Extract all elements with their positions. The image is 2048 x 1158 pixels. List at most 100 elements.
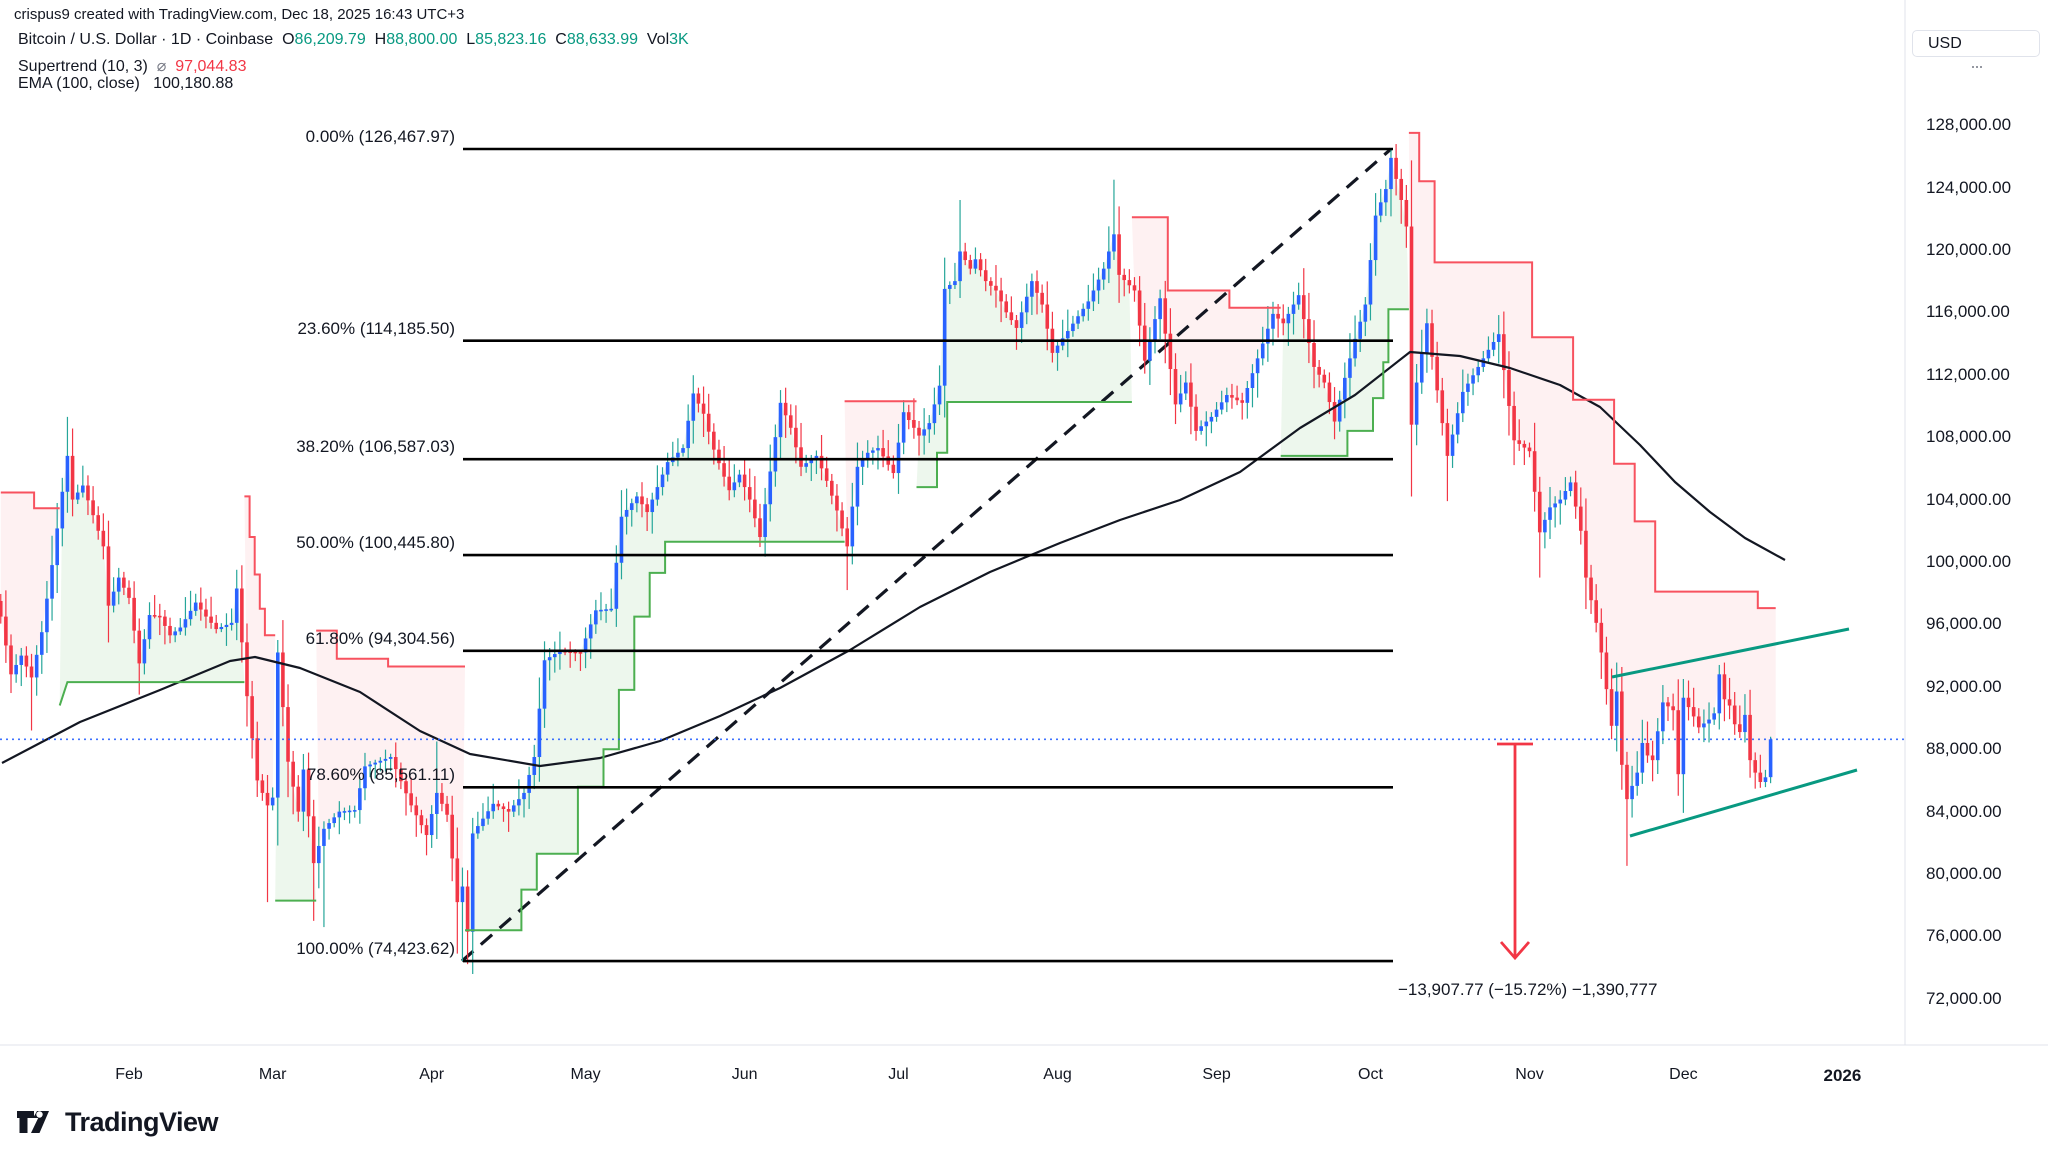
- candle-body: [275, 652, 280, 798]
- ema-value: 100,180.88: [153, 75, 234, 92]
- price-tick-0[interactable]: 128,000.00: [1926, 115, 2012, 135]
- candle-body: [1137, 290, 1142, 326]
- supertrend-red-line[interactable]: [1408, 131, 1776, 610]
- supertrend-green-fill: [275, 652, 317, 901]
- tradingview-logo[interactable]: TradingView: [16, 1106, 219, 1138]
- time-tick-aug[interactable]: Aug: [1043, 1066, 1072, 1083]
- candle-body: [491, 803, 496, 812]
- price-tick-4[interactable]: 112,000.00: [1926, 364, 2010, 384]
- candle-body: [1317, 366, 1321, 375]
- candle-body: [573, 651, 578, 654]
- supertrend-red-line[interactable]: [0, 491, 60, 510]
- supertrend-green-line[interactable]: [1280, 308, 1409, 457]
- supertrend-name: Supertrend (10, 3): [18, 58, 148, 75]
- candle-body: [1712, 713, 1716, 720]
- tradingview-logo-icon: [17, 1111, 49, 1133]
- candle-body: [1435, 356, 1439, 391]
- time-tick-may[interactable]: May: [570, 1066, 601, 1083]
- candle-body: [886, 456, 891, 465]
- candle-body: [773, 437, 778, 472]
- price-tick-11[interactable]: 84,000.00: [1926, 801, 2002, 821]
- supertrend-green-line[interactable]: [916, 401, 1132, 489]
- candle-body: [1019, 312, 1024, 328]
- time-tick-oct[interactable]: Oct: [1358, 1066, 1383, 1083]
- fib-label-2: 38.20% (106,587.03): [296, 437, 455, 457]
- candle-body: [1301, 295, 1306, 320]
- indicator-legend-ema[interactable]: EMA (100, close) 100,180.88: [18, 75, 233, 93]
- candle-body: [1266, 328, 1270, 344]
- symbol-legend[interactable]: Bitcoin / U.S. Dollar · 1D · Coinbase O8…: [18, 31, 689, 49]
- price-tick-9[interactable]: 92,000.00: [1926, 676, 2002, 696]
- candle-body: [1589, 577, 1593, 601]
- candle-body: [1040, 292, 1044, 305]
- time-tick-sep[interactable]: Sep: [1202, 1066, 1231, 1083]
- time-tick-2026[interactable]: 2026: [1823, 1066, 1862, 1085]
- price-tick-7[interactable]: 100,000.00: [1926, 551, 2012, 571]
- candle-body: [1543, 519, 1547, 533]
- candle-body: [1189, 382, 1193, 407]
- candle-body: [1409, 226, 1414, 425]
- candle-body: [1168, 333, 1173, 370]
- candle-body: [927, 423, 932, 430]
- candle-body: [594, 610, 598, 625]
- price-tick-2[interactable]: 120,000.00: [1926, 239, 2012, 259]
- candle-body: [1491, 341, 1496, 350]
- candle-body: [132, 597, 136, 631]
- supertrend-green-fill: [916, 234, 1132, 488]
- candle-body: [676, 452, 680, 458]
- candle-body: [1245, 388, 1250, 403]
- price-tick-8[interactable]: 96,000.00: [1926, 614, 2002, 634]
- candle-body: [835, 495, 839, 511]
- time-tick-nov[interactable]: Nov: [1515, 1066, 1544, 1083]
- supertrend-red-line[interactable]: [1131, 216, 1281, 309]
- time-tick-mar[interactable]: Mar: [258, 1066, 287, 1083]
- supertrend-green-line[interactable]: [465, 540, 845, 932]
- candle-body: [378, 760, 383, 763]
- time-tick-dec[interactable]: Dec: [1669, 1066, 1698, 1083]
- candle-body: [301, 769, 306, 812]
- dashed-trendline[interactable]: [460, 147, 1393, 963]
- candle-body: [347, 810, 352, 813]
- candle-body: [881, 448, 885, 457]
- supertrend-red-line[interactable]: [316, 629, 465, 668]
- teal-trendline-1[interactable]: [1629, 768, 1858, 838]
- candle-body: [193, 602, 198, 611]
- candle-body: [1081, 308, 1085, 317]
- candle-body: [1594, 600, 1598, 623]
- axis-handle-icon[interactable]: [1972, 66, 1982, 71]
- candle-body: [522, 792, 526, 800]
- candle-body: [645, 504, 649, 513]
- price-tick-5[interactable]: 108,000.00: [1926, 427, 2012, 447]
- time-tick-feb[interactable]: Feb: [115, 1066, 143, 1083]
- price-tick-1[interactable]: 124,000.00: [1926, 177, 2012, 197]
- candle-body: [1620, 691, 1624, 765]
- candle-body: [1230, 395, 1234, 398]
- price-tick-3[interactable]: 116,000.00: [1926, 302, 2010, 322]
- candle-body: [1276, 313, 1280, 319]
- price-tick-13[interactable]: 76,000.00: [1926, 926, 2002, 946]
- time-tick-jul[interactable]: Jul: [888, 1066, 909, 1083]
- candle-body: [265, 792, 270, 806]
- candle-body: [1045, 304, 1050, 329]
- candle-body: [1686, 697, 1691, 708]
- indicator-legend-supertrend[interactable]: Supertrend (10, 3) ⌀ 97,044.83: [18, 56, 246, 76]
- candle-body: [1183, 382, 1188, 394]
- price-tick-14[interactable]: 72,000.00: [1926, 988, 2002, 1008]
- candle-body: [106, 546, 111, 606]
- candle-body: [352, 810, 357, 812]
- price-tick-6[interactable]: 104,000.00: [1926, 489, 2012, 509]
- time-tick-jun[interactable]: Jun: [731, 1066, 758, 1083]
- currency-selector-button[interactable]: USD: [1912, 30, 2040, 57]
- price-tick-12[interactable]: 80,000.00: [1926, 864, 2002, 884]
- candle-body: [1332, 402, 1337, 422]
- supertrend-green-line[interactable]: [58, 681, 245, 706]
- time-tick-apr[interactable]: Apr: [419, 1066, 445, 1083]
- price-pane[interactable]: [0, 131, 1905, 974]
- supertrend-red-line[interactable]: [244, 495, 276, 637]
- candle-body: [1445, 423, 1450, 456]
- candle-body: [1296, 295, 1301, 305]
- candle-body: [322, 828, 326, 846]
- teal-trendline-0[interactable]: [1611, 627, 1850, 679]
- price-tick-10[interactable]: 88,000.00: [1926, 739, 2002, 759]
